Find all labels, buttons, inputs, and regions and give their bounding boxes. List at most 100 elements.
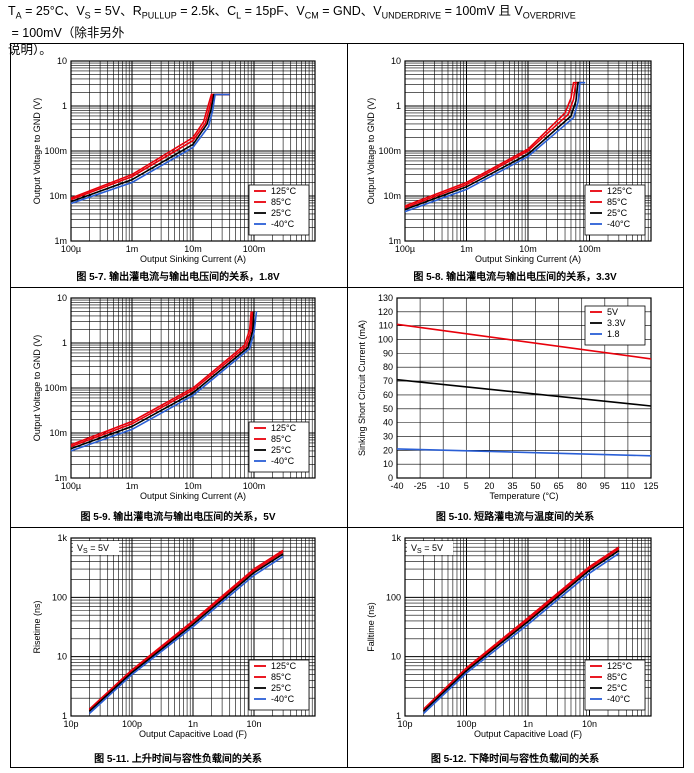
series-line-125C: [422, 546, 620, 710]
series-line--40C: [70, 311, 258, 452]
y-axis-label: Output Voltage to GND (V): [32, 98, 42, 205]
y-tick-label: 10: [383, 459, 393, 469]
x-tick-label: 100µ: [61, 481, 81, 491]
cond-sub: UNDERDRIVE: [381, 10, 442, 21]
x-tick-label: 10m: [184, 244, 202, 254]
cond-seg: = GND、V: [318, 4, 382, 18]
x-tick-label: 100m: [578, 244, 601, 254]
plot-frame: [404, 537, 652, 717]
legend-entry: -40°C: [607, 219, 631, 229]
x-tick-label: 80: [577, 481, 587, 491]
x-tick-label: 10m: [519, 244, 537, 254]
chart-panel-fig-5-12: 10p 100p 1n 10n 1k 100 10 1 Output Capacitive Lo…: [347, 528, 683, 768]
figure-caption: 图 5-7. 输出灌电流与输出电压间的关系，1.8V: [76, 270, 280, 283]
annotation-main: V: [77, 543, 83, 553]
y-tick-label: 1k: [57, 533, 67, 543]
series-line-125C: [404, 81, 580, 207]
legend-entry: 25°C: [271, 445, 292, 455]
x-tick-label: -10: [437, 481, 450, 491]
series-line-25C: [88, 553, 284, 712]
annotation-main: V: [411, 543, 417, 553]
annotation-bg: [407, 541, 453, 555]
legend-entry: 25°C: [271, 208, 292, 218]
y-tick-label: 1: [396, 711, 401, 721]
tick-labels: 10p 100p 1n 10n 1k 100 10 1: [386, 533, 597, 729]
x-tick-label: 100µ: [61, 244, 81, 254]
annotation: VS = 5V: [407, 541, 453, 555]
row-divider: [11, 527, 683, 528]
cond-seg: = 5V、R: [90, 4, 142, 18]
figure-caption: 图 5-12. 下降时间与容性负载间的关系: [431, 752, 599, 765]
series-line-125C: [88, 549, 284, 710]
cond-seg: = 2.5k、C: [176, 4, 237, 18]
chart-svg: 10p 100p 1n 10n 1k 100 10 1 Output Capacitive Lo…: [366, 533, 652, 765]
y-tick-label: 10: [57, 293, 67, 303]
series-line-85C: [404, 81, 582, 209]
figure-grid-frame: [10, 43, 684, 768]
legend-entry: 85°C: [607, 672, 628, 682]
y-tick-label: 20: [383, 445, 393, 455]
x-tick-label: 110: [621, 481, 635, 491]
annotation: VS = 5V: [73, 541, 119, 555]
plot-frame: [70, 537, 316, 717]
cond-sub: OVERDRIVE: [522, 10, 576, 21]
chart-svg: -40 -25 -10 5 20 35 50 65 80 95 110 125130120110100…: [357, 293, 659, 523]
series-group: [396, 323, 652, 457]
series-line--40C: [88, 555, 284, 715]
legend-entry: -40°C: [271, 219, 295, 229]
cond-sub: CM: [304, 10, 319, 21]
conditions-line-1: TA = 25°C、VS = 5V、RPULLUP = 2.5k、CL = 15…: [8, 3, 688, 42]
y-tick-label: 100m: [44, 383, 67, 393]
legend-entry: 125°C: [271, 186, 297, 196]
legend-box: [248, 659, 310, 711]
legend: 125°C85°C25°C-40°C: [248, 421, 310, 473]
legend-entry: -40°C: [607, 694, 631, 704]
tick-labels: -40 -25 -10 5 20 35 50 65 80 95 110 125130120110100…: [378, 293, 659, 491]
y-axis-label: Sinking Short Circuit Current (mA): [357, 320, 367, 456]
legend: 125°C85°C25°C-40°C: [584, 659, 646, 711]
y-tick-label: 1m: [54, 473, 67, 483]
y-tick-label: 1: [62, 101, 67, 111]
x-tick-label: 10n: [246, 719, 261, 729]
legend: 125°C85°C25°C-40°C: [248, 184, 310, 236]
legend-entry: 85°C: [271, 672, 292, 682]
x-tick-label: 50: [531, 481, 541, 491]
legend-entry: 85°C: [271, 197, 292, 207]
plot-frame: [404, 60, 652, 242]
series-line-85C: [88, 551, 284, 711]
annotation-bg: [73, 541, 119, 555]
x-axis-label: Output Sinking Current (A): [140, 491, 246, 501]
y-tick-label: 110: [379, 321, 393, 331]
y-axis-label: Risetime (ns): [32, 600, 42, 653]
cond-seg: = 100mV（除非另外: [8, 25, 125, 40]
row-divider: [11, 287, 683, 288]
y-tick-label: 1m: [388, 236, 401, 246]
series-line--40C: [70, 93, 230, 205]
chart-svg: 10p 100p 1n 10n 1k 100 10 1 Output Capacitive Lo…: [32, 533, 316, 765]
y-tick-label: 1: [396, 101, 401, 111]
legend-box: [584, 659, 646, 711]
conditions-line-2: 说明）。: [8, 42, 52, 57]
legend-entry: 5V: [607, 307, 618, 317]
y-tick-label: 100: [52, 592, 67, 602]
x-axis-label: Temperature (°C): [489, 491, 558, 501]
tick-labels: 10p 100p 1n 10n 1k 100 10 1: [52, 533, 262, 729]
y-tick-label: 1: [62, 711, 67, 721]
series-group: [88, 549, 284, 715]
x-tick-label: 35: [507, 481, 517, 491]
legend-entry: 3.3V: [607, 318, 626, 328]
y-tick-label: 10: [391, 652, 401, 662]
legend-entry: 25°C: [607, 208, 628, 218]
series-line-18: [396, 448, 652, 457]
y-tick-label: 1k: [391, 533, 401, 543]
x-tick-label: 5: [464, 481, 469, 491]
plot-frame: [70, 297, 316, 479]
y-tick-label: 80: [383, 362, 393, 372]
series-group: [422, 546, 620, 715]
cond-sub: A: [15, 10, 22, 21]
